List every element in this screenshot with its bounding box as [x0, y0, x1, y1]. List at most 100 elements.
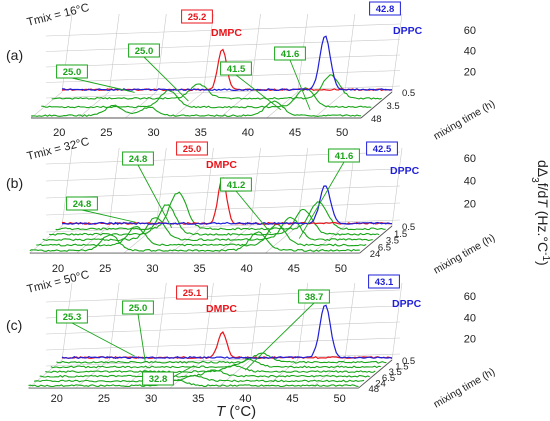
mixture-value-label: 41.2: [220, 177, 252, 192]
wall-grid-line: [45, 353, 401, 367]
x-tick-label: 30: [146, 263, 158, 275]
mixture-value-label: 38.7: [298, 289, 330, 304]
dppc-value-label: 42.8: [369, 1, 401, 16]
depth-tick-label: 0.5: [402, 356, 415, 367]
wall-grid-line: [391, 282, 403, 361]
wall-grid-line: [155, 282, 167, 361]
panel-2: (b)Tmix = 32°C 20 25 30 35 40 45 50 20 40 60 0.51.5…: [6, 136, 497, 277]
depth-tick-label: 6.5: [382, 373, 395, 384]
floor-grid-line: [172, 91, 204, 119]
wall-grid-line: [45, 54, 401, 68]
x-tick-label: 50: [336, 127, 348, 139]
depth-axis-line: [359, 225, 393, 254]
mixture-trace: [28, 379, 359, 388]
mixture-value-label-text: 25.0: [135, 46, 154, 57]
floor-grid-line: [169, 359, 204, 389]
x-tick-label: 30: [145, 393, 157, 405]
mixture-value-label-text: 32.8: [149, 374, 168, 385]
mixture-value-label-box: [128, 43, 160, 58]
dppc-value-label: 42.5: [366, 141, 398, 156]
mixture-value-label: 24.8: [66, 196, 98, 211]
dmpc-trace: [61, 330, 392, 360]
wall-grid-line: [108, 147, 120, 227]
dmpc-series-name: DMPC: [206, 159, 237, 171]
floor-grid-line: [266, 91, 298, 119]
dppc-value-label-box: [366, 141, 398, 156]
dmpc-value-label-text: 25.2: [188, 12, 207, 23]
dppc-series-name: DPPC: [390, 165, 420, 177]
depth-tick-label: 24: [375, 378, 386, 389]
mixture-trace: [42, 216, 373, 242]
mixture-value-label: 32.8: [142, 371, 174, 386]
wall-grid-line: [45, 321, 401, 335]
wall-grid-line: [45, 39, 401, 52]
x-axis-label: T (°C): [216, 403, 256, 420]
dmpc-value-label-text: 25.0: [183, 144, 202, 155]
mixture-value-label-box: [220, 177, 252, 192]
mixture-value-label-box: [122, 151, 154, 166]
wall-grid-line: [45, 305, 401, 319]
wall-grid-line: [344, 13, 356, 93]
x-tick-label: 20: [53, 127, 65, 139]
depth-tick-label: 0.5: [402, 222, 415, 233]
depth-axis-label: mixing time (h): [432, 98, 498, 143]
x-tick-label: 25: [99, 263, 111, 275]
z-tick-label: 40: [464, 46, 476, 58]
dmpc-value-label: 25.2: [181, 9, 213, 24]
mixture-trace: [30, 100, 362, 117]
floor-grid-line: [313, 91, 346, 119]
mixture-trace: [55, 191, 386, 231]
y-axis-label-part: f/d: [535, 183, 550, 199]
floor-grid-line: [75, 359, 110, 389]
depth-tick-label: 0.5: [402, 88, 415, 99]
dppc-trace: [61, 35, 393, 92]
panel-label: (a): [6, 47, 23, 63]
y-axis-label-part: T: [535, 198, 550, 208]
dmpc-series-name: DMPC: [211, 27, 242, 39]
depth-tick-label: 24: [370, 249, 381, 260]
mixture-value-label-box: [142, 371, 174, 386]
panel-3: (c)Tmix = 50°C20 25 30 35 40 45 502040600.51.5…: [6, 269, 497, 411]
dmpc-value-label-text: 25.1: [183, 288, 202, 299]
mixture-value-label: 25.0: [128, 43, 160, 58]
wall-grid-line: [45, 185, 401, 199]
mixture-value-label-text: 24.8: [129, 154, 148, 165]
annotation-leader: [137, 164, 173, 228]
y-axis-label-part: ): [535, 261, 550, 266]
x-axis-label-main: T: [216, 403, 227, 420]
x-tick-label: 45: [286, 393, 298, 405]
mixture-value-label: 41.6: [274, 46, 306, 61]
x-tick-label: 50: [334, 393, 346, 405]
floor-grid-line: [29, 225, 63, 254]
annotation-leader: [298, 161, 345, 239]
wall-grid-line: [45, 289, 401, 303]
wall-grid-line: [45, 23, 401, 37]
panel-label: (c): [6, 317, 22, 333]
dmpc-value-label-box: [176, 285, 208, 300]
dppc-value-label-text: 42.5: [373, 144, 392, 155]
mixture-value-label-text: 25.3: [63, 312, 82, 323]
annotation-leader: [71, 322, 135, 357]
mixture-value-label-box: [328, 148, 360, 163]
floor-grid-line: [219, 91, 251, 119]
wall-grid-line: [45, 202, 401, 216]
x-tick-label: 40: [239, 393, 251, 405]
z-tick-label: 60: [464, 291, 476, 303]
wall-grid-line: [250, 13, 261, 93]
mixture-trace: [33, 374, 365, 383]
x-tick-label: 20: [51, 393, 63, 405]
floor-grid-line: [216, 359, 251, 389]
mixture-trace: [51, 74, 382, 100]
mixture-value-label-text: 41.2: [227, 180, 246, 191]
panel-1: (a) Tmix = 16°C 20 25 30 35 40 45 50 20 40 60 0.53.5…: [6, 2, 497, 143]
dppc-trace: [61, 185, 393, 225]
floor-grid-line: [312, 225, 346, 254]
depth-tick-label: 6.5: [378, 242, 391, 253]
depth-axis-line: [358, 359, 393, 389]
wall-grid-line: [61, 13, 73, 93]
y-axis-label-part: 3: [530, 177, 541, 183]
y-axis-label-part: d: [535, 160, 550, 168]
dppc-value-label-text: 43.1: [375, 277, 394, 288]
mixture-value-label-box: [56, 64, 88, 79]
x-tick-label: 30: [147, 127, 159, 139]
